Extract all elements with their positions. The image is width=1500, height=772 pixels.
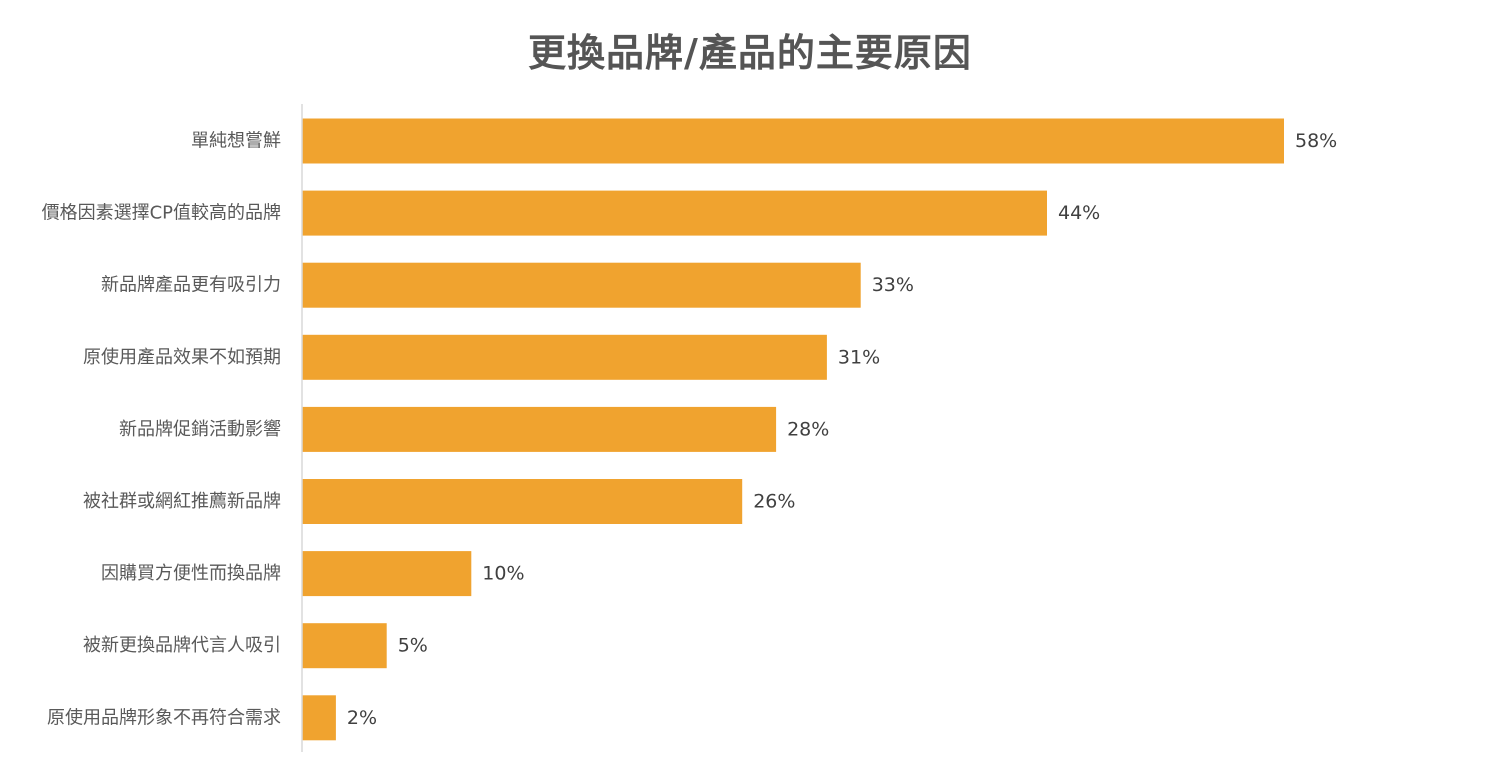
category-label: 單純想嘗鮮 (191, 131, 281, 152)
category-label: 被社群或網紅推薦新品牌 (83, 491, 281, 512)
data-label: 2% (347, 707, 377, 729)
category-label: 原使用產品效果不如預期 (83, 347, 281, 368)
bars-group: 單純想嘗鮮 58% 價格因素選擇CP值較高的品牌 44% 新品牌產品更有吸引力 33% 原使… (42, 118, 1337, 741)
bar (302, 334, 827, 380)
data-label: 10% (482, 563, 524, 585)
bar (302, 479, 743, 524)
data-label: 33% (872, 274, 914, 296)
bar (302, 551, 472, 597)
category-label: 新品牌產品更有吸引力 (101, 275, 281, 296)
data-label: 44% (1058, 202, 1100, 224)
data-label: 31% (838, 346, 880, 368)
bar (302, 695, 336, 741)
category-label: 價格因素選擇CP值較高的品牌 (42, 203, 281, 224)
category-label: 因購買方便性而換品牌 (101, 563, 281, 584)
data-label: 26% (753, 491, 795, 513)
bar (302, 262, 861, 308)
bar (302, 406, 777, 452)
category-label: 新品牌促銷活動影響 (119, 419, 281, 440)
data-label: 28% (787, 418, 829, 440)
bar (302, 623, 387, 669)
bar (302, 190, 1047, 236)
data-label: 58% (1295, 130, 1337, 152)
chart-title: 更換品牌/產品的主要原因 (528, 31, 972, 75)
category-label: 被新更換品牌代言人吸引 (83, 635, 281, 656)
data-label: 5% (398, 635, 428, 657)
category-label: 原使用品牌形象不再符合需求 (47, 707, 281, 728)
bar (302, 118, 1284, 164)
